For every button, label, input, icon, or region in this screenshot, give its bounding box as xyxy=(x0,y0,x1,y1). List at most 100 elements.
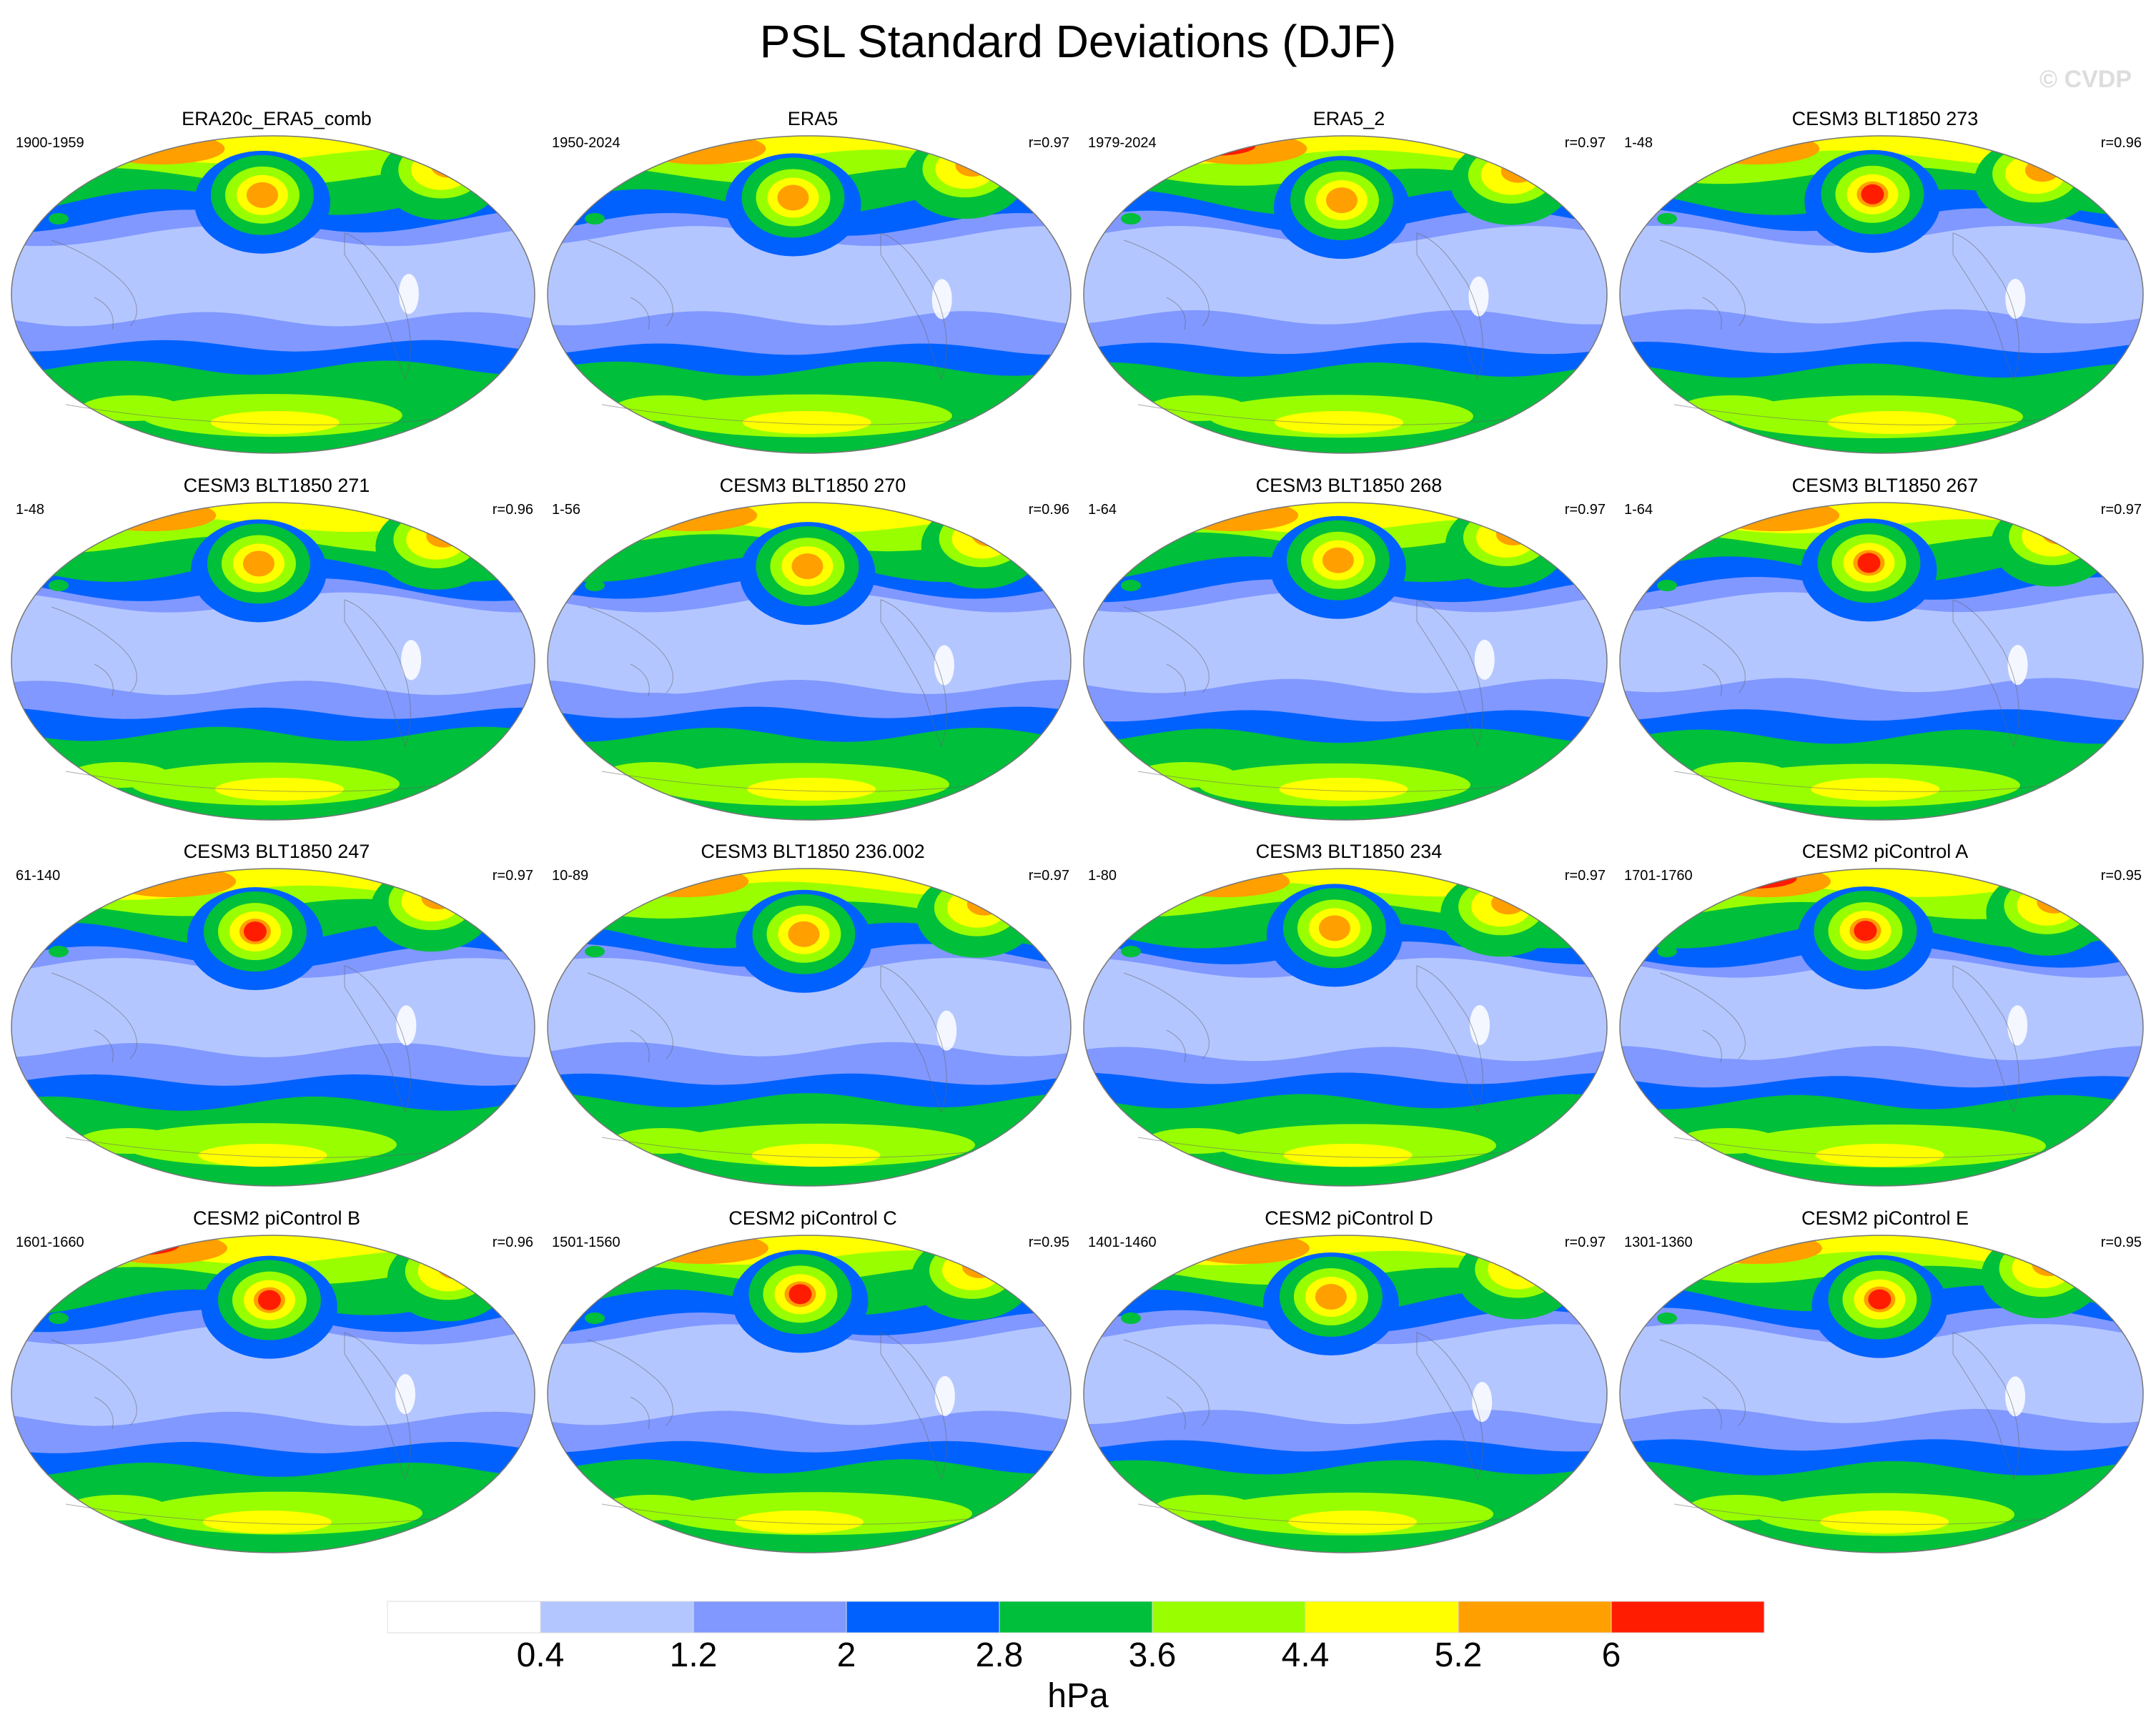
panel-years: 1-48 xyxy=(16,502,45,518)
psl-stddev-map xyxy=(1619,1235,2144,1553)
panel-title: CESM3 BLT1850 271 xyxy=(183,475,370,496)
map-panel: CESM2 piControl A 1701-1760 r=0.95 xyxy=(1617,840,2153,1197)
map-panel: CESM3 BLT1850 267 1-64 r=0.97 xyxy=(1617,474,2153,831)
colorbar-swatch xyxy=(1611,1601,1765,1633)
colorbar-swatch xyxy=(999,1601,1153,1633)
panel-years: 1301-1360 xyxy=(1624,1235,1693,1250)
psl-stddev-map xyxy=(11,868,535,1187)
panel-title: CESM3 BLT1850 270 xyxy=(719,475,906,496)
colorbar-swatch xyxy=(693,1601,847,1633)
psl-stddev-map xyxy=(1619,868,2144,1187)
panel-years: 1-64 xyxy=(1088,502,1117,518)
psl-stddev-map xyxy=(1083,502,1608,821)
colorbar-swatch xyxy=(1305,1601,1459,1633)
colorbar-tick-label: 0.4 xyxy=(516,1636,565,1674)
psl-stddev-map xyxy=(1619,135,2144,454)
psl-stddev-map xyxy=(547,135,1072,454)
panel-title: CESM3 BLT1850 267 xyxy=(1791,475,1979,496)
panel-pattern-correlation: r=0.97 xyxy=(1564,502,1606,518)
map-panel: ERA5_2 1979-2024 r=0.97 xyxy=(1081,107,1617,465)
cvdp-watermark: © CVDP xyxy=(2039,66,2132,93)
map-panel: CESM2 piControl E 1301-1360 r=0.95 xyxy=(1617,1207,2153,1564)
panel-title: ERA20c_ERA5_comb xyxy=(182,108,372,129)
panel-years: 1950-2024 xyxy=(552,135,620,151)
panel-pattern-correlation: r=0.97 xyxy=(1028,868,1069,884)
panel-title: CESM2 piControl E xyxy=(1801,1207,1969,1229)
psl-stddev-map xyxy=(547,502,1072,821)
map-panel: CESM3 BLT1850 234 1-80 r=0.97 xyxy=(1081,840,1617,1197)
psl-stddev-map xyxy=(11,135,535,454)
colorbar-tick-label: 5.2 xyxy=(1434,1636,1483,1674)
panel-title: ERA5 xyxy=(787,108,839,129)
map-panel: CESM3 BLT1850 268 1-64 r=0.97 xyxy=(1081,474,1617,831)
panel-years: 1501-1560 xyxy=(552,1235,620,1250)
colorbar-swatch xyxy=(387,1601,541,1633)
panel-pattern-correlation: r=0.97 xyxy=(1028,135,1069,151)
colorbar-units: hPa xyxy=(1047,1677,1109,1715)
panel-title: CESM3 BLT1850 273 xyxy=(1791,108,1979,129)
panel-pattern-correlation: r=0.97 xyxy=(492,868,533,884)
map-panel: CESM2 piControl C 1501-1560 r=0.95 xyxy=(545,1207,1081,1564)
psl-stddev-map xyxy=(11,1235,535,1553)
psl-stddev-map xyxy=(11,502,535,821)
panel-years: 1-56 xyxy=(552,502,581,518)
map-panel: CESM3 BLT1850 271 1-48 r=0.96 xyxy=(9,474,545,831)
colorbar-swatch xyxy=(540,1601,694,1633)
panel-pattern-correlation: r=0.97 xyxy=(2100,502,2142,518)
panel-title: CESM3 BLT1850 247 xyxy=(183,841,370,862)
panel-title: CESM2 piControl C xyxy=(728,1207,897,1229)
map-panel: CESM3 BLT1850 270 1-56 r=0.96 xyxy=(545,474,1081,831)
colorbar-tick-label: 6 xyxy=(1601,1636,1621,1674)
map-panel: CESM3 BLT1850 247 61-140 r=0.97 xyxy=(9,840,545,1197)
panel-pattern-correlation: r=0.95 xyxy=(2100,868,2142,884)
panel-pattern-correlation: r=0.96 xyxy=(1028,502,1069,518)
panel-years: 1-64 xyxy=(1624,502,1653,518)
panel-years: 10-89 xyxy=(552,868,589,884)
panel-years: 1-48 xyxy=(1624,135,1653,151)
psl-stddev-map xyxy=(1083,1235,1608,1553)
panel-pattern-correlation: r=0.97 xyxy=(1564,1235,1606,1250)
panel-pattern-correlation: r=0.95 xyxy=(1028,1235,1069,1250)
panel-years: 1979-2024 xyxy=(1088,135,1157,151)
colorbar-swatch xyxy=(1152,1601,1306,1633)
colorbar-tick-label: 1.2 xyxy=(669,1636,718,1674)
map-panel: CESM2 piControl D 1401-1460 r=0.97 xyxy=(1081,1207,1617,1564)
panel-title: ERA5_2 xyxy=(1312,108,1385,129)
panel-pattern-correlation: r=0.97 xyxy=(1564,868,1606,884)
colorbar-swatch xyxy=(1458,1601,1612,1633)
colorbar-tick-label: 3.6 xyxy=(1128,1636,1177,1674)
panel-pattern-correlation: r=0.96 xyxy=(492,1235,533,1250)
colorbar-swatch xyxy=(846,1601,1000,1633)
psl-stddev-map xyxy=(1619,502,2144,821)
panel-pattern-correlation: r=0.96 xyxy=(2100,135,2142,151)
panel-years: 1701-1760 xyxy=(1624,868,1693,884)
panel-title: CESM2 piControl D xyxy=(1265,1207,1433,1229)
map-panel: ERA20c_ERA5_comb 1900-1959 xyxy=(9,107,545,465)
psl-stddev-map xyxy=(547,1235,1072,1553)
panel-years: 61-140 xyxy=(16,868,61,884)
panel-years: 1401-1460 xyxy=(1088,1235,1157,1250)
panel-years: 1-80 xyxy=(1088,868,1117,884)
map-panel: CESM3 BLT1850 273 1-48 r=0.96 xyxy=(1617,107,2153,465)
colorbar-tick-label: 2 xyxy=(836,1636,856,1674)
psl-stddev-map xyxy=(1083,868,1608,1187)
panel-title: CESM3 BLT1850 234 xyxy=(1255,841,1443,862)
panel-title: CESM3 BLT1850 268 xyxy=(1255,475,1443,496)
panel-years: 1900-1959 xyxy=(16,135,84,151)
psl-stddev-map xyxy=(547,868,1072,1187)
page-title: PSL Standard Deviations (DJF) xyxy=(759,16,1397,67)
panel-title: CESM2 piControl A xyxy=(1801,841,1969,862)
panel-title: CESM2 piControl B xyxy=(192,1207,361,1229)
psl-stddev-map xyxy=(1083,135,1608,454)
colorbar-tick-label: 2.8 xyxy=(975,1636,1024,1674)
panel-pattern-correlation: r=0.97 xyxy=(1564,135,1606,151)
panel-pattern-correlation: r=0.95 xyxy=(2100,1235,2142,1250)
colorbar-tick-label: 4.4 xyxy=(1281,1636,1330,1674)
panel-pattern-correlation: r=0.96 xyxy=(492,502,533,518)
panel-years: 1601-1660 xyxy=(16,1235,84,1250)
map-panel: ERA5 1950-2024 r=0.97 xyxy=(545,107,1081,465)
map-panel: CESM2 piControl B 1601-1660 r=0.96 xyxy=(9,1207,545,1564)
panel-title: CESM3 BLT1850 236.002 xyxy=(701,841,925,862)
map-panel: CESM3 BLT1850 236.002 10-89 r=0.97 xyxy=(545,840,1081,1197)
